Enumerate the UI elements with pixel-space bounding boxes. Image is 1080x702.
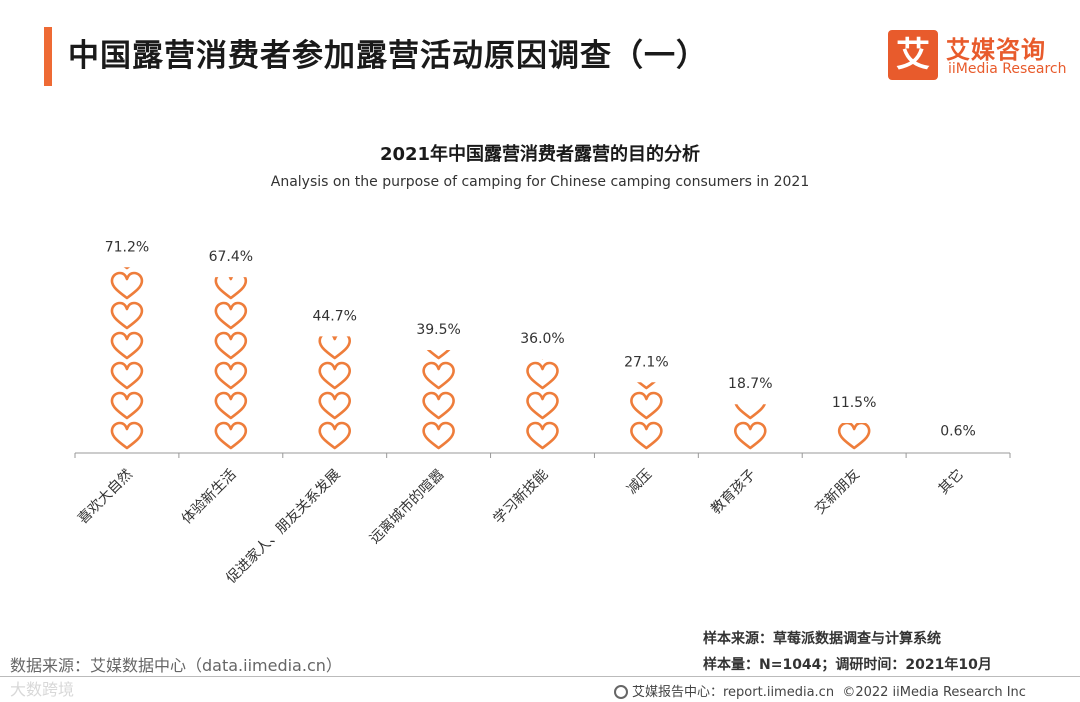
heart-marker: [214, 421, 248, 450]
heart-marker: [422, 421, 455, 450]
data-label: 0.6%: [940, 423, 976, 439]
bar-5: [526, 359, 559, 450]
category-label: 减压: [624, 467, 655, 498]
data-label: 67.4%: [209, 249, 253, 265]
heart-marker: [110, 361, 144, 390]
heart-marker: [630, 391, 663, 420]
heart-marker: [214, 277, 248, 300]
data-label: 18.7%: [728, 376, 772, 392]
category-label: 交新朋友: [811, 466, 863, 518]
report-center-link[interactable]: 艾媒报告中心：report.iimedia.cn: [632, 685, 835, 700]
data-label: 71.2%: [105, 239, 149, 255]
heart-marker: [318, 421, 352, 450]
heart-marker: [110, 271, 144, 300]
category-label: 学习新技能: [491, 467, 552, 528]
data-label: 39.5%: [416, 322, 460, 338]
footer: 艾媒报告中心：report.iimedia.cn ©2022 iiMedia R…: [614, 681, 1026, 700]
heart-marker: [110, 331, 144, 360]
bar-2: [214, 277, 248, 450]
iimedia-logo[interactable]: 艾 艾媒咨询 iiMedia Research: [888, 30, 1068, 82]
data-label: 44.7%: [312, 308, 356, 324]
category-label: 体验新生活: [179, 467, 240, 528]
heart-marker: [422, 361, 455, 390]
heart-marker: [214, 331, 248, 360]
bar-1: [110, 267, 144, 450]
page-title: 中国露营消费者参加露营活动原因调查（一）: [68, 38, 708, 74]
globe-icon: [614, 685, 628, 699]
pictogram-chart: 71.2% 喜欢大自然 67.4% 体验新生活 44.7% 促进家人、朋友关系发展 39.5…: [74, 239, 1011, 587]
bar-6: [630, 382, 663, 450]
heart-marker: [110, 391, 144, 420]
category-label: 促进家人、朋友关系发展: [223, 466, 344, 587]
logo-mark: 艾: [888, 30, 938, 80]
copyright: ©2022 iiMedia Research Inc: [842, 685, 1026, 700]
data-label: 11.5%: [832, 395, 876, 411]
logo-name-cn: 艾媒咨询: [946, 36, 1046, 64]
logo-name-en: iiMedia Research: [948, 61, 1067, 77]
chart-subtitle: Analysis on the purpose of camping for C…: [270, 174, 810, 190]
bar-8: [837, 423, 871, 450]
category-label: 其它: [935, 466, 967, 498]
heart-marker: [318, 391, 352, 420]
data-label: 27.1%: [624, 354, 668, 370]
heart-marker: [214, 361, 248, 390]
heart-marker: [734, 404, 766, 420]
heart-marker: [110, 301, 144, 330]
bar-7: [733, 404, 767, 450]
heart-marker: [733, 421, 767, 450]
heart-marker: [318, 361, 352, 390]
sample-size: 样本量：N=1044；调研时间：2021年10月: [703, 657, 992, 673]
title-accent-bar: [44, 27, 52, 86]
data-label: 36.0%: [520, 331, 564, 347]
footer-divider: [0, 676, 1080, 677]
bar-3: [318, 336, 352, 450]
bar-4: [422, 349, 455, 450]
heart-marker: [526, 361, 559, 390]
heart-marker: [110, 421, 144, 450]
heart-marker: [526, 391, 559, 420]
heart-marker: [318, 336, 352, 360]
heart-marker: [214, 301, 248, 330]
category-label: 喜欢大自然: [74, 466, 136, 528]
chart-title: 2021年中国露营消费者露营的目的分析: [379, 144, 701, 165]
sample-source: 样本来源：草莓派数据调查与计算系统: [703, 631, 941, 647]
heart-marker: [837, 423, 871, 450]
heart-marker: [526, 421, 559, 450]
data-source: 数据来源：艾媒数据中心（data.iimedia.cn）: [10, 656, 342, 675]
heart-marker: [630, 421, 663, 450]
category-label: 远离城市的喧嚣: [366, 466, 447, 547]
watermark: 大数跨境: [10, 680, 75, 699]
heart-marker: [214, 391, 248, 420]
category-label: 教育孩子: [708, 467, 759, 518]
heart-marker: [422, 391, 455, 420]
